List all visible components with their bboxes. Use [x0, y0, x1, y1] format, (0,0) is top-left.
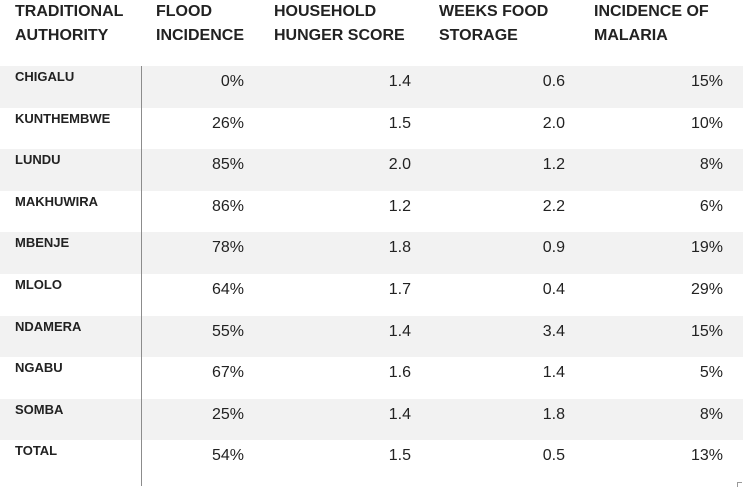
cell-flood: 64%	[211, 280, 244, 298]
cell-flood: 55%	[211, 322, 244, 340]
cell-traditional-authority: TOTAL	[15, 443, 58, 459]
header-line: AUTHORITY	[15, 27, 109, 44]
cell-flood: 25%	[211, 405, 244, 423]
header-line: WEEKS FOOD	[439, 3, 549, 20]
header-line: STORAGE	[439, 27, 518, 44]
cell-malaria: 29%	[690, 280, 723, 298]
header-flood-incidence: FLOOD INCIDENCE	[156, 0, 244, 48]
cell-weeks: 2.2	[542, 197, 565, 215]
table-header: TRADITIONAL AUTHORITY FLOOD INCIDENCE HO…	[0, 0, 743, 66]
header-line: HUNGER SCORE	[274, 27, 405, 44]
cell-malaria: 15%	[690, 73, 723, 90]
table-row: CHIGALU 0% 1.4 0.6 15%	[0, 66, 743, 108]
cell-weeks: 0.4	[542, 280, 565, 298]
cell-weeks: 1.2	[542, 156, 565, 174]
cell-weeks: 1.4	[542, 364, 565, 382]
cell-flood: 54%	[211, 447, 244, 465]
cell-malaria: 8%	[699, 156, 723, 174]
cell-traditional-authority: MBENJE	[15, 235, 70, 251]
cell-malaria: 10%	[690, 114, 723, 132]
header-line: TRADITIONAL	[15, 3, 124, 20]
cell-traditional-authority: SOMBA	[15, 401, 64, 417]
cell-malaria: 8%	[699, 405, 723, 423]
cell-malaria: 19%	[690, 239, 723, 257]
cell-hunger: 1.8	[388, 239, 411, 257]
column-divider	[141, 66, 142, 486]
cell-weeks: 1.8	[542, 405, 565, 423]
header-line: FLOOD	[156, 3, 212, 20]
header-traditional-authority: TRADITIONAL AUTHORITY	[15, 0, 123, 48]
header-weeks-food-storage: WEEKS FOOD STORAGE	[439, 0, 548, 48]
cell-flood: 85%	[211, 156, 244, 174]
table-row: MAKHUWIRA 86% 1.2 2.2 6%	[0, 191, 743, 233]
cell-traditional-authority: MAKHUWIRA	[15, 193, 99, 209]
cell-traditional-authority: NGABU	[15, 360, 63, 376]
cell-flood: 0%	[220, 73, 244, 90]
cell-traditional-authority: LUNDU	[15, 152, 61, 168]
cell-hunger: 1.2	[388, 197, 411, 215]
table-row: NDAMERA 55% 1.4 3.4 15%	[0, 315, 743, 358]
table-row: MLOLO 64% 1.7 0.4 29%	[0, 274, 743, 316]
cell-flood: 67%	[211, 364, 244, 382]
cell-traditional-authority: CHIGALU	[15, 69, 75, 84]
cell-hunger: 1.5	[388, 114, 411, 132]
cell-flood: 26%	[211, 114, 244, 132]
cell-hunger: 1.5	[388, 447, 411, 465]
table-row: MBENJE 78% 1.8 0.9 19%	[0, 232, 743, 274]
header-line: INCIDENCE	[156, 27, 245, 44]
cell-hunger: 1.6	[388, 364, 411, 382]
header-line: INCIDENCE OF	[594, 3, 709, 20]
cell-hunger: 1.7	[388, 280, 411, 298]
table-body: CHIGALU 0% 1.4 0.6 15% KUNTHEMBWE 26% 1.5 2.0 10%…	[0, 66, 743, 482]
corner-mark	[737, 482, 742, 487]
cell-weeks: 0.5	[542, 447, 565, 465]
cell-malaria: 13%	[690, 447, 723, 465]
cell-hunger: 1.4	[388, 322, 411, 340]
cell-weeks: 2.0	[542, 114, 565, 132]
table-row: NGABU 67% 1.6 1.4 5%	[0, 357, 743, 399]
header-incidence-of-malaria: INCIDENCE OF MALARIA	[594, 0, 709, 48]
cell-weeks: 3.4	[542, 322, 565, 340]
header-line: HOUSEHOLD	[274, 3, 377, 20]
cell-hunger: 1.4	[388, 73, 411, 90]
header-line: MALARIA	[594, 27, 668, 44]
cell-weeks: 0.9	[542, 239, 565, 257]
header-household-hunger-score: HOUSEHOLD HUNGER SCORE	[274, 0, 405, 48]
cell-traditional-authority: KUNTHEMBWE	[15, 110, 111, 126]
cell-malaria: 6%	[699, 197, 723, 215]
cell-weeks: 0.6	[542, 73, 565, 90]
table-row: LUNDU 85% 2.0 1.2 8%	[0, 149, 743, 191]
cell-malaria: 5%	[699, 364, 723, 382]
cell-traditional-authority: NDAMERA	[15, 318, 82, 334]
cell-traditional-authority: MLOLO	[15, 276, 62, 292]
cell-malaria: 15%	[690, 322, 723, 340]
cell-flood: 78%	[211, 239, 244, 257]
table-row: KUNTHEMBWE 26% 1.5 2.0 10%	[0, 108, 743, 150]
table-row: TOTAL 54% 1.5 0.5 13%	[0, 440, 743, 482]
cell-hunger: 2.0	[388, 156, 411, 174]
cell-flood: 86%	[211, 197, 244, 215]
table-row: SOMBA 25% 1.4 1.8 8%	[0, 398, 743, 441]
cell-hunger: 1.4	[388, 405, 411, 423]
